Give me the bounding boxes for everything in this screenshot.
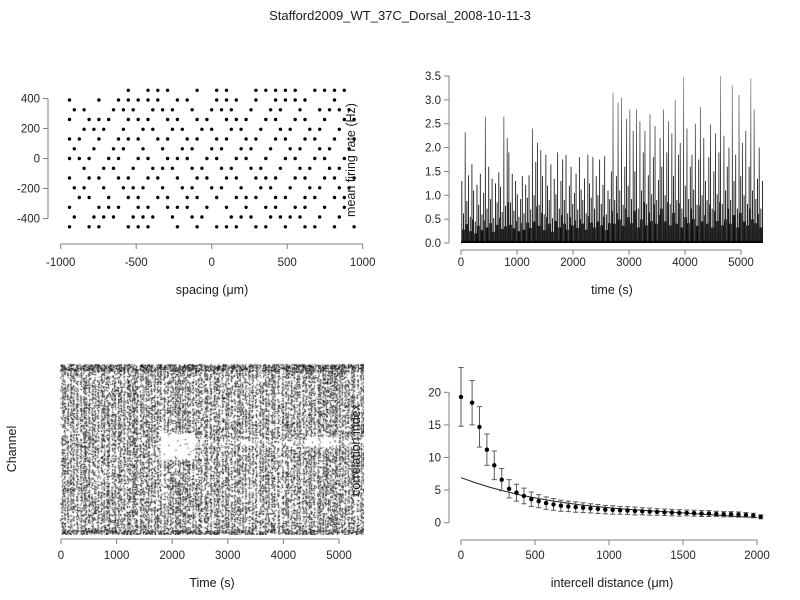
svg-text:1000: 1000 (504, 257, 530, 269)
svg-text:20: 20 (428, 387, 441, 399)
svg-text:-400: -400 (17, 214, 40, 226)
ylabel-channel: Channel (5, 425, 19, 473)
xlabel-spacing: spacing (μm) (175, 283, 249, 297)
svg-text:400: 400 (21, 94, 40, 106)
svg-text:2.0: 2.0 (425, 143, 441, 155)
svg-text:2000: 2000 (159, 550, 185, 562)
svg-text:0: 0 (458, 257, 464, 269)
svg-text:1.5: 1.5 (425, 166, 441, 178)
firing-rate-plot: 3.5 3.0 2.5 2.0 1.5 1.0 0.5 0.0 0 1000 2000 3000 400… (425, 71, 764, 269)
svg-text:4000: 4000 (672, 257, 698, 269)
svg-text:3000: 3000 (616, 257, 642, 269)
xlabel-time-top: time (s) (591, 283, 633, 297)
svg-text:1000: 1000 (350, 257, 376, 269)
ylabel-correlation-index: correlation index (349, 404, 363, 496)
svg-text:0.5: 0.5 (425, 214, 441, 226)
svg-text:5000: 5000 (326, 550, 352, 562)
svg-text:-1000: -1000 (46, 257, 75, 269)
xlabel-time-bottom: Time (s) (189, 576, 235, 590)
svg-text:200: 200 (21, 124, 40, 136)
svg-text:500: 500 (278, 257, 297, 269)
raster-plot (60, 363, 364, 535)
svg-text:0: 0 (435, 518, 441, 530)
positions-plot: 400 200 0 -200 -400 -1000 -500 0 500 1000 (17, 88, 376, 269)
svg-text:2000: 2000 (560, 257, 586, 269)
svg-text:4000: 4000 (271, 550, 297, 562)
svg-text:15: 15 (428, 420, 441, 432)
svg-text:1.0: 1.0 (425, 190, 441, 202)
svg-text:0: 0 (58, 550, 64, 562)
svg-text:1000: 1000 (104, 550, 130, 562)
svg-text:2000: 2000 (744, 550, 770, 562)
svg-text:0.0: 0.0 (425, 238, 441, 250)
svg-text:0: 0 (208, 257, 214, 269)
svg-text:-500: -500 (125, 257, 148, 269)
svg-text:0: 0 (34, 154, 40, 166)
svg-text:10: 10 (428, 453, 441, 465)
svg-text:1000: 1000 (596, 550, 622, 562)
xlabel-intercell-distance: intercell distance (μm) (550, 576, 674, 590)
ylabel-firing-rate: mean firing rate (Hz) (344, 103, 358, 217)
svg-text:-200: -200 (17, 184, 40, 196)
svg-text:5: 5 (435, 485, 441, 497)
svg-text:500: 500 (525, 550, 544, 562)
svg-text:5000: 5000 (728, 257, 754, 269)
svg-text:1500: 1500 (670, 550, 696, 562)
svg-text:0: 0 (458, 550, 464, 562)
svg-text:3000: 3000 (215, 550, 241, 562)
svg-text:2.5: 2.5 (425, 119, 441, 131)
svg-text:3.5: 3.5 (425, 71, 441, 83)
raster-axis: 0 1000 2000 3000 4000 5000 (58, 538, 352, 562)
svg-text:3.0: 3.0 (425, 95, 441, 107)
figure-title: Stafford2009_WT_37C_Dorsal_2008-10-11-3 (269, 8, 531, 23)
